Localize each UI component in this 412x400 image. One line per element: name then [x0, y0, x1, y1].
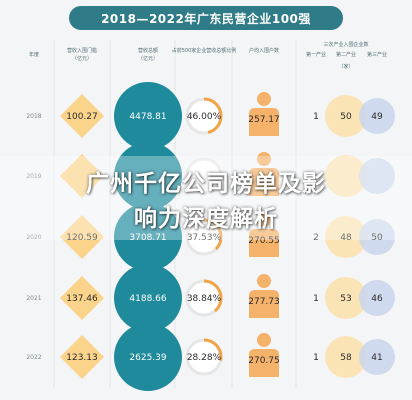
header-sec3: 第三产业	[367, 51, 387, 58]
person-icon-body	[249, 108, 279, 136]
revenue-circle	[114, 264, 182, 332]
threshold-diamond	[60, 154, 104, 198]
header-industry: 三次产业入围企业数	[323, 41, 368, 48]
avg-value: 270.55	[248, 236, 280, 246]
revenue-circle	[114, 142, 182, 210]
revenue-circle	[114, 323, 182, 391]
watermark-band	[0, 156, 412, 240]
header-ratio: 占前500家企业营收总额比例	[172, 47, 237, 54]
revenue-value: 3708.71	[129, 233, 166, 243]
chart-title: 2018—2022年广东民营企业100强	[69, 6, 343, 30]
sec3-circle	[359, 280, 395, 316]
person-icon-head	[257, 152, 271, 166]
person-icon-head	[257, 274, 271, 288]
header-sec2: 第二产业	[336, 51, 356, 58]
avg-value: 277.73	[248, 297, 280, 307]
header-year: 年度	[29, 51, 39, 58]
header-industry-unit: （家）	[338, 63, 353, 70]
sec1-value: 1	[313, 353, 319, 363]
sec2-circle	[325, 155, 367, 197]
sec3-circle	[359, 158, 395, 194]
ratio-ring-track	[185, 157, 223, 195]
threshold-diamond	[60, 335, 104, 379]
header-sec1: 第一产业	[306, 51, 326, 58]
sec3-value: 50	[371, 233, 383, 243]
person-icon-head	[257, 213, 271, 227]
person-icon-body	[249, 229, 279, 257]
threshold-diamond	[60, 215, 104, 259]
person-icon-body	[249, 290, 279, 318]
threshold-value: 120.59	[66, 233, 98, 243]
revenue-circle	[114, 203, 182, 271]
ratio-ring-progress	[185, 338, 223, 376]
ratio-ring-progress	[185, 97, 223, 135]
sec2-value: 58	[340, 353, 352, 363]
sec1-value: 1	[313, 112, 319, 122]
header-avg: 户均入围户数	[249, 47, 279, 54]
sec2-circle	[325, 216, 367, 258]
avg-value: 270.75	[248, 356, 280, 366]
sec2-value: 53	[340, 294, 351, 304]
sec3-circle	[359, 98, 395, 134]
year-label: 2018	[26, 113, 41, 120]
year-label: 2020	[26, 234, 41, 241]
sec3-value: 46	[371, 294, 383, 304]
person-icon-head	[257, 333, 271, 347]
header-threshold-unit: （亿元）	[72, 55, 92, 62]
sec1-value: 1	[313, 294, 319, 304]
threshold-diamond	[60, 94, 104, 138]
sec1-value: 2	[313, 233, 319, 243]
ratio-value: 28.28%	[187, 353, 222, 363]
ratio-value: 46.00%	[187, 112, 222, 122]
person-icon-body	[249, 349, 279, 377]
threshold-value: 123.13	[66, 353, 98, 363]
ratio-value: 37.53%	[187, 233, 222, 243]
overlay-title-line-1: 广州千亿公司榜单及影	[86, 171, 326, 197]
revenue-value: 2625.39	[129, 353, 166, 363]
revenue-value: 4188.66	[129, 294, 166, 304]
year-label: 2019	[26, 173, 41, 180]
header-threshold: 营收入围门槛	[67, 47, 97, 54]
year-label: 2022	[26, 354, 41, 361]
header-revenue-unit: （亿元）	[138, 55, 158, 62]
year-label: 2021	[26, 295, 41, 302]
person-icon-body	[249, 168, 279, 196]
header-revenue: 营收总额	[138, 47, 158, 54]
sec2-circle	[325, 277, 367, 319]
sec3-circle	[359, 219, 395, 255]
ratio-value: 38.84%	[187, 294, 222, 304]
sec2-value: 48	[340, 233, 352, 243]
sec2-circle	[325, 336, 367, 378]
threshold-diamond	[60, 276, 104, 320]
sec3-value: 49	[371, 112, 383, 122]
threshold-value: 137.46	[66, 294, 98, 304]
threshold-value: 100.27	[66, 112, 98, 122]
ratio-ring-progress	[185, 218, 223, 256]
overlay-title-line-2: 响力深度解析	[134, 206, 278, 232]
revenue-circle	[114, 82, 182, 150]
sec3-circle	[359, 339, 395, 375]
ratio-ring-progress	[185, 279, 223, 317]
sec2-value: 50	[340, 112, 352, 122]
sec3-value: 41	[371, 353, 382, 363]
sec2-circle	[325, 95, 367, 137]
avg-value: 257.17	[248, 115, 280, 125]
person-icon-head	[257, 92, 271, 106]
revenue-value: 4478.81	[129, 112, 166, 122]
